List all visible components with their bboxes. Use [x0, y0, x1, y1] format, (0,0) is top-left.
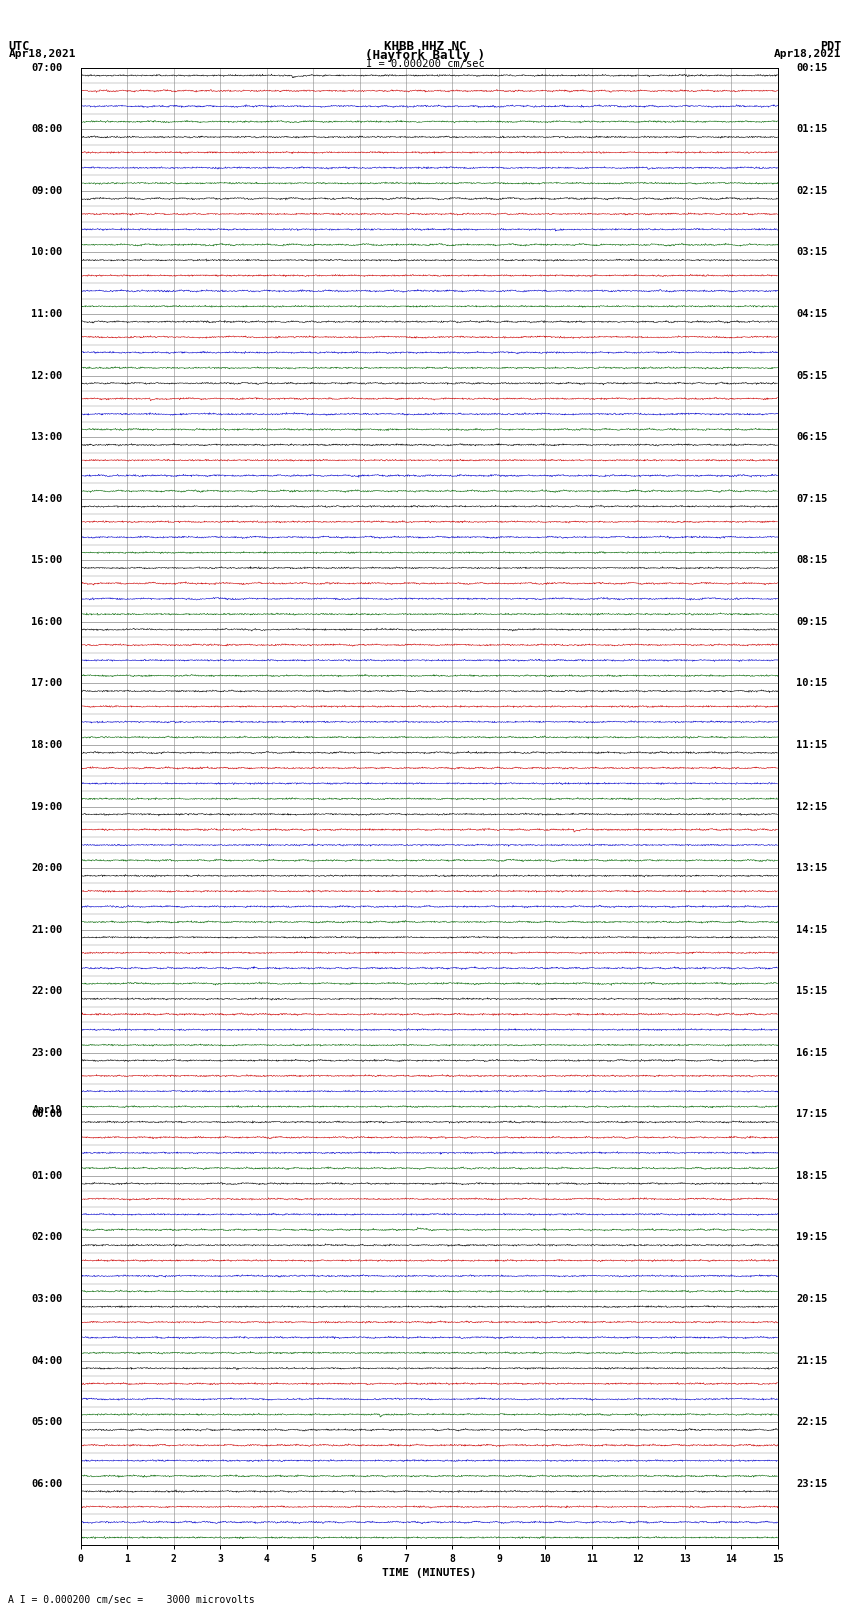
Text: 14:15: 14:15 — [796, 924, 828, 934]
Text: 21:15: 21:15 — [796, 1355, 828, 1366]
Text: 17:00: 17:00 — [31, 679, 62, 689]
Text: 04:00: 04:00 — [31, 1355, 62, 1366]
Text: 16:15: 16:15 — [796, 1048, 828, 1058]
Text: 10:15: 10:15 — [796, 679, 828, 689]
Text: 14:00: 14:00 — [31, 494, 62, 503]
Text: UTC: UTC — [8, 39, 30, 53]
Text: 15:15: 15:15 — [796, 986, 828, 997]
Text: 03:15: 03:15 — [796, 247, 828, 258]
Text: 08:00: 08:00 — [31, 124, 62, 134]
Text: Apr19: Apr19 — [33, 1105, 62, 1116]
Text: 23:00: 23:00 — [31, 1048, 62, 1058]
Text: 18:00: 18:00 — [31, 740, 62, 750]
Text: 22:00: 22:00 — [31, 986, 62, 997]
Text: 09:00: 09:00 — [31, 185, 62, 195]
Text: 08:15: 08:15 — [796, 555, 828, 565]
Text: 10:00: 10:00 — [31, 247, 62, 258]
Text: A I = 0.000200 cm/sec =    3000 microvolts: A I = 0.000200 cm/sec = 3000 microvolts — [8, 1595, 255, 1605]
Text: 05:00: 05:00 — [31, 1418, 62, 1428]
Text: 23:15: 23:15 — [796, 1479, 828, 1489]
Text: 17:15: 17:15 — [796, 1110, 828, 1119]
Text: Apr18,2021: Apr18,2021 — [8, 50, 76, 60]
Text: 05:15: 05:15 — [796, 371, 828, 381]
Text: I = 0.000200 cm/sec: I = 0.000200 cm/sec — [366, 58, 484, 69]
Text: 19:00: 19:00 — [31, 802, 62, 811]
Text: (Hayfork Bally ): (Hayfork Bally ) — [365, 50, 485, 63]
Text: 01:00: 01:00 — [31, 1171, 62, 1181]
Text: 01:15: 01:15 — [796, 124, 828, 134]
Text: 21:00: 21:00 — [31, 924, 62, 934]
Text: Apr18,2021: Apr18,2021 — [774, 50, 842, 60]
Text: 03:00: 03:00 — [31, 1294, 62, 1303]
Text: PDT: PDT — [820, 39, 842, 53]
Text: 06:15: 06:15 — [796, 432, 828, 442]
Text: 20:00: 20:00 — [31, 863, 62, 873]
Text: 15:00: 15:00 — [31, 555, 62, 565]
Text: 13:00: 13:00 — [31, 432, 62, 442]
Text: 06:00: 06:00 — [31, 1479, 62, 1489]
Text: KHBB HHZ NC: KHBB HHZ NC — [383, 39, 467, 53]
Text: 20:15: 20:15 — [796, 1294, 828, 1303]
Text: 22:15: 22:15 — [796, 1418, 828, 1428]
Text: 18:15: 18:15 — [796, 1171, 828, 1181]
Text: 11:15: 11:15 — [796, 740, 828, 750]
Text: 12:15: 12:15 — [796, 802, 828, 811]
Text: 04:15: 04:15 — [796, 310, 828, 319]
Text: 07:15: 07:15 — [796, 494, 828, 503]
Text: 11:00: 11:00 — [31, 310, 62, 319]
Text: 02:00: 02:00 — [31, 1232, 62, 1242]
X-axis label: TIME (MINUTES): TIME (MINUTES) — [382, 1568, 477, 1579]
Text: 13:15: 13:15 — [796, 863, 828, 873]
Text: 16:00: 16:00 — [31, 616, 62, 627]
Text: 02:15: 02:15 — [796, 185, 828, 195]
Text: 19:15: 19:15 — [796, 1232, 828, 1242]
Text: 09:15: 09:15 — [796, 616, 828, 627]
Text: 00:00: 00:00 — [31, 1110, 62, 1119]
Text: 12:00: 12:00 — [31, 371, 62, 381]
Text: 07:00: 07:00 — [31, 63, 62, 73]
Text: 00:15: 00:15 — [796, 63, 828, 73]
